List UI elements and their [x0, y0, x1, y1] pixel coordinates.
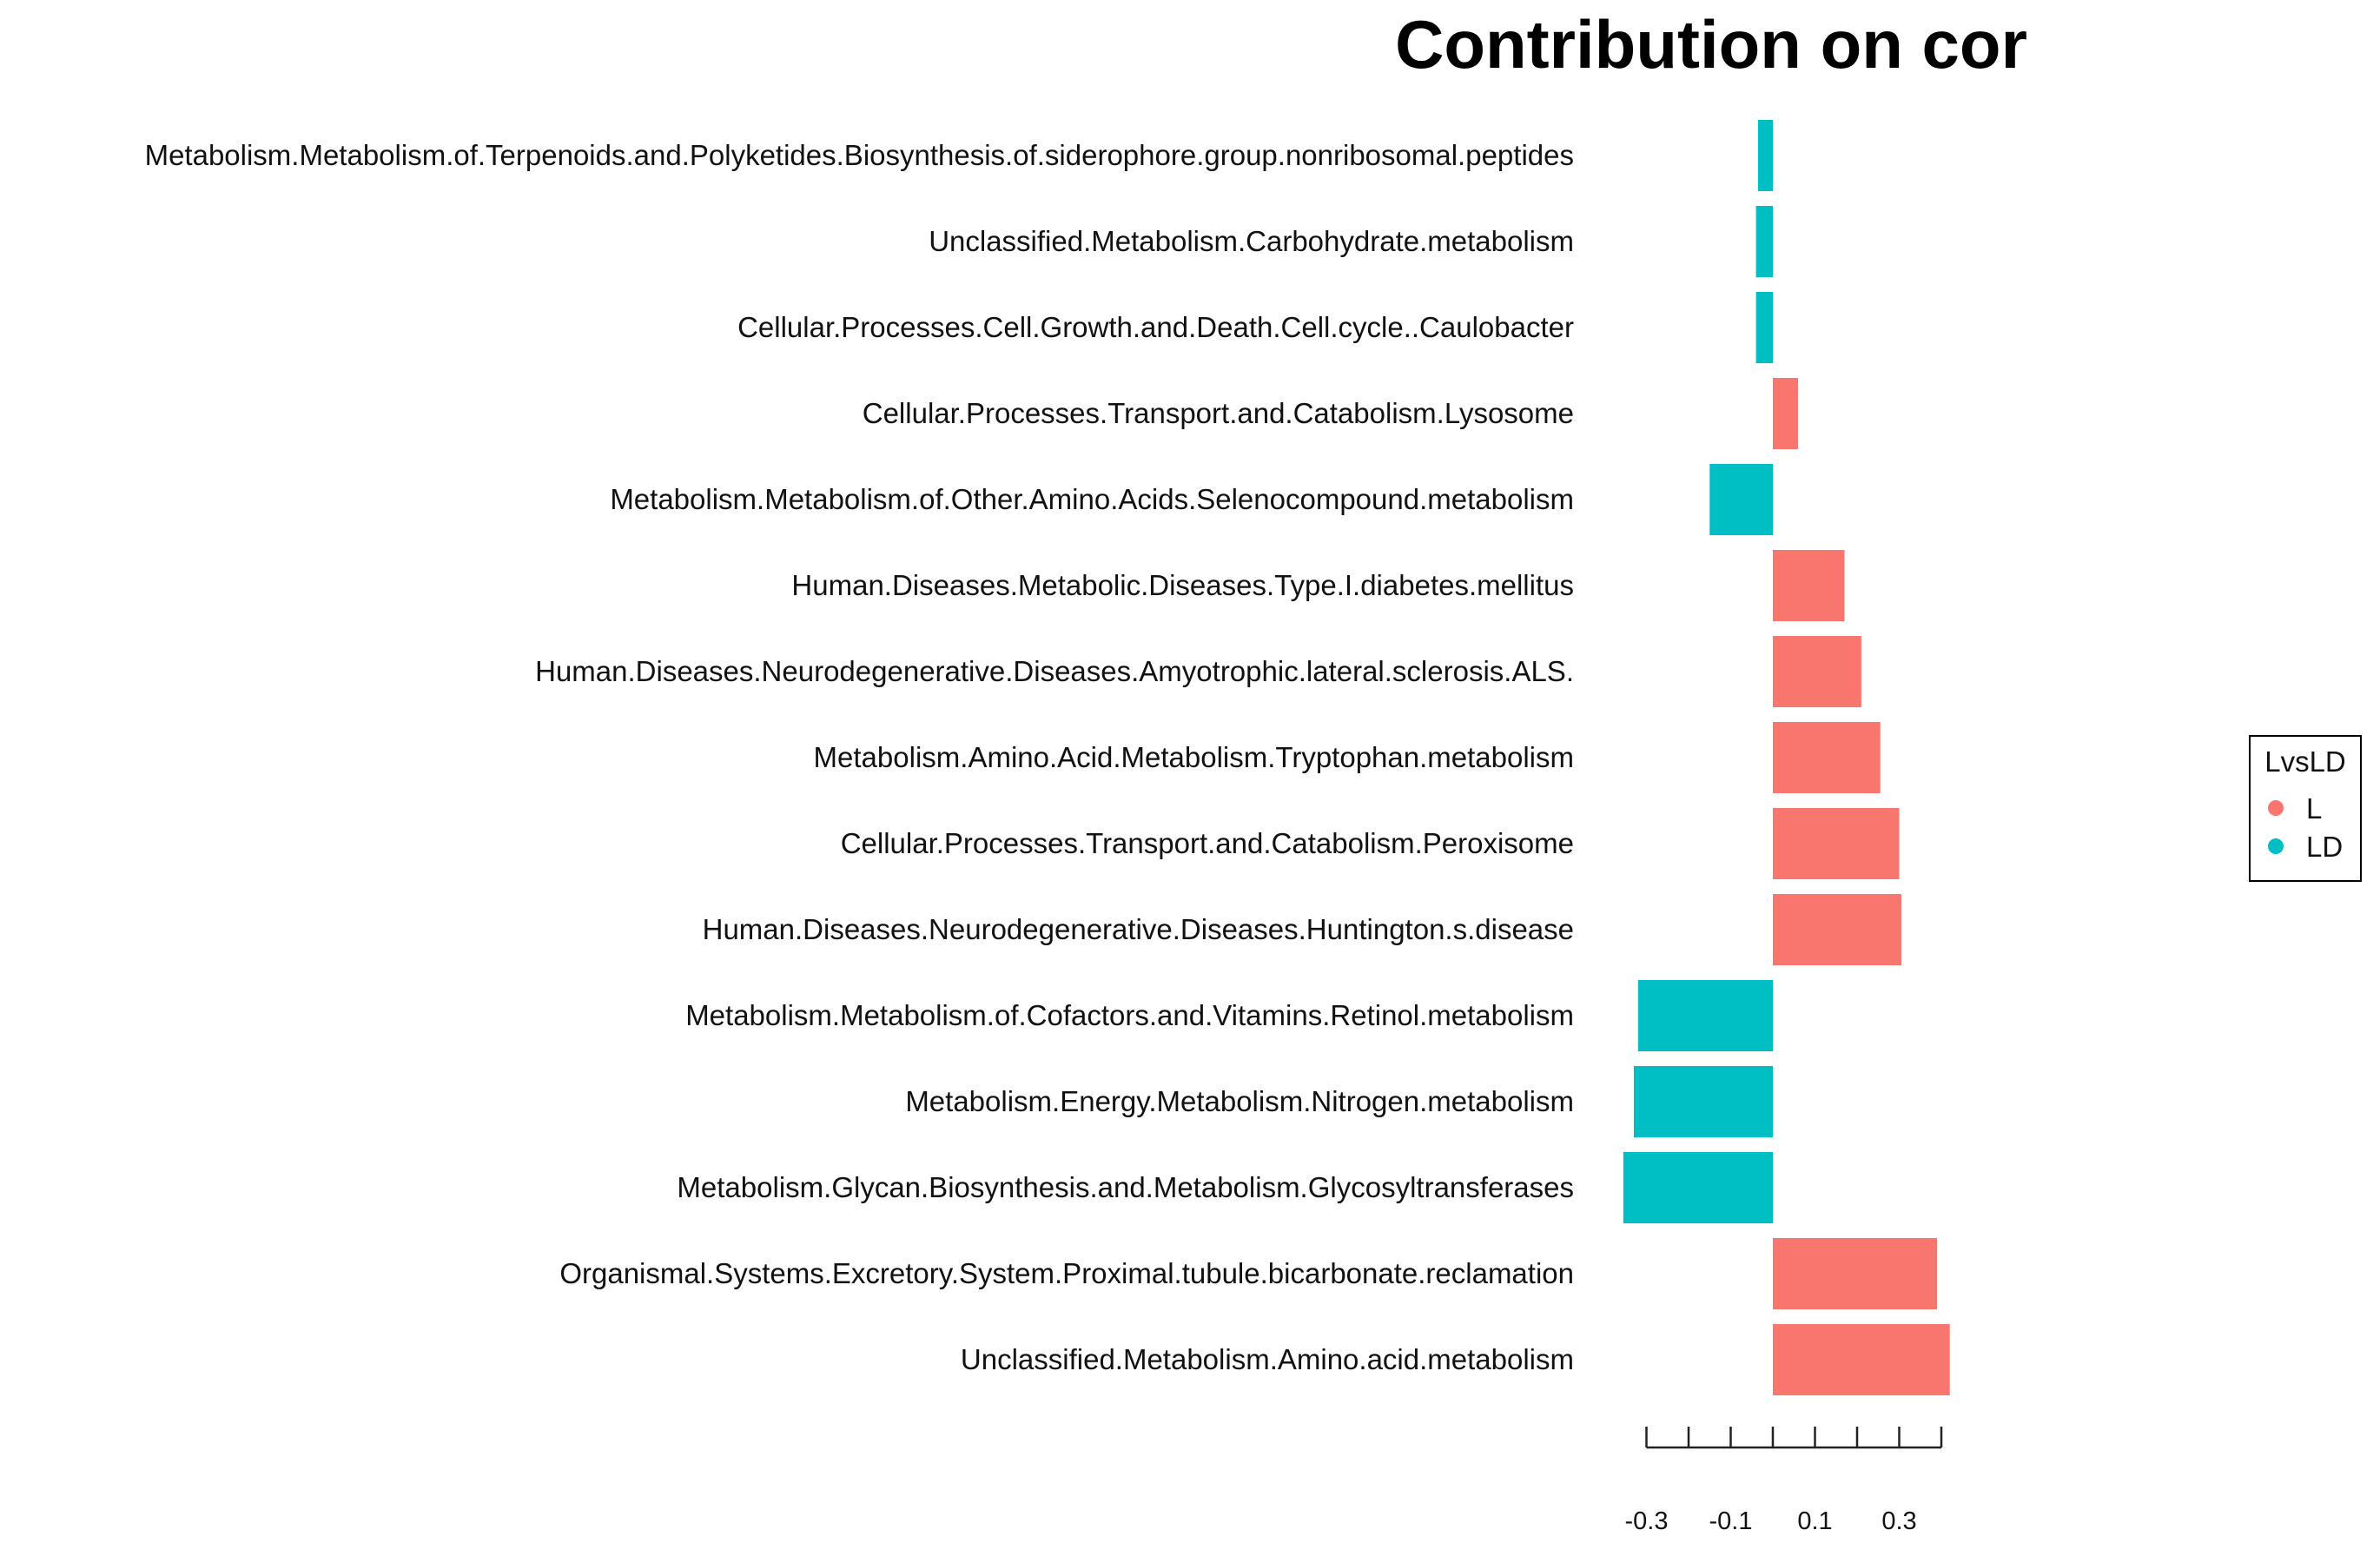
category-label: Unclassified.Metabolism.Amino.acid.metab…	[961, 1343, 1574, 1375]
category-label: Metabolism.Metabolism.of.Cofactors.and.V…	[685, 999, 1574, 1031]
category-label: Human.Diseases.Neurodegenerative.Disease…	[703, 913, 1574, 945]
bar-l	[1773, 894, 1901, 965]
bar-l	[1773, 636, 1861, 707]
category-label: Metabolism.Glycan.Biosynthesis.and.Metab…	[677, 1171, 1574, 1203]
category-label: Unclassified.Metabolism.Carbohydrate.met…	[929, 225, 1574, 257]
x-tick-label: -0.3	[1625, 1507, 1669, 1535]
bar-ld	[1758, 120, 1773, 191]
legend-title: LvsLD	[2264, 745, 2346, 778]
legend-label: LD	[2306, 831, 2343, 863]
legend-label: L	[2306, 792, 2322, 825]
bar-ld	[1709, 464, 1773, 535]
x-tick-label: 0.3	[1881, 1507, 1916, 1535]
bar-l	[1773, 550, 1845, 621]
bar-ld	[1633, 1066, 1773, 1137]
bar-ld	[1637, 980, 1773, 1051]
bar-ld	[1623, 1152, 1773, 1223]
category-label: Metabolism.Energy.Metabolism.Nitrogen.me…	[905, 1085, 1574, 1117]
legend-key-ld	[2268, 838, 2284, 854]
category-label: Organismal.Systems.Excretory.System.Prox…	[559, 1257, 1574, 1289]
bar-l	[1773, 1238, 1938, 1309]
x-axis: -0.3 -0.1 0.1 0.3	[1625, 1427, 1943, 1535]
category-label: Cellular.Processes.Transport.and.Catabol…	[863, 397, 1574, 429]
chart-title: Contribution on cor	[1395, 6, 2027, 83]
category-labels: Metabolism.Metabolism.of.Terpenoids.and.…	[145, 139, 1574, 1375]
bar-ld	[1755, 292, 1773, 363]
legend-entries: L LD	[2268, 792, 2343, 863]
x-tick-label: -0.1	[1709, 1507, 1753, 1535]
bar-l	[1773, 722, 1881, 793]
bar-l	[1773, 808, 1900, 879]
category-label: Metabolism.Metabolism.of.Other.Amino.Aci…	[610, 483, 1574, 515]
legend-key-l	[2268, 800, 2284, 816]
category-label: Cellular.Processes.Transport.and.Catabol…	[841, 827, 1574, 859]
bar-l	[1773, 1324, 1950, 1395]
category-label: Metabolism.Metabolism.of.Terpenoids.and.…	[145, 139, 1574, 171]
category-label: Human.Diseases.Metabolic.Diseases.Type.I…	[791, 569, 1574, 601]
category-label: Cellular.Processes.Cell.Growth.and.Death…	[737, 311, 1574, 343]
legend: LvsLD L LD	[2249, 735, 2362, 882]
bar-ld	[1755, 206, 1773, 277]
bar-l	[1773, 378, 1799, 449]
category-label: Metabolism.Amino.Acid.Metabolism.Tryptop…	[814, 741, 1574, 773]
x-tick-label: 0.1	[1797, 1507, 1832, 1535]
bars	[1623, 120, 1950, 1395]
category-label: Human.Diseases.Neurodegenerative.Disease…	[535, 655, 1574, 687]
